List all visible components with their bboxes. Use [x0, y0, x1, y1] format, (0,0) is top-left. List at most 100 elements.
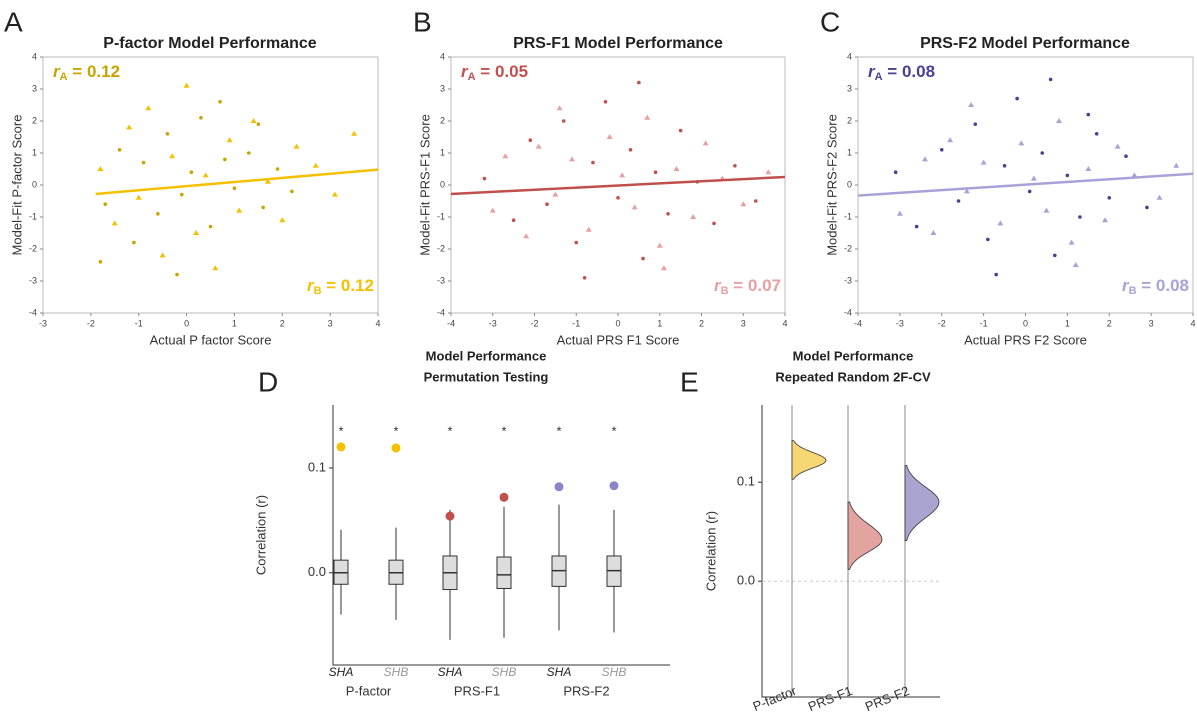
x-tick-label: SHA	[438, 665, 463, 679]
group-label: PRS-F2	[563, 683, 609, 698]
axes	[761, 405, 940, 698]
point	[997, 220, 1004, 226]
annotation: rB = 0.12	[307, 276, 374, 296]
annotation-var: r	[461, 62, 469, 81]
point	[1145, 205, 1149, 210]
point	[312, 162, 319, 168]
x-tick-label: 0	[615, 318, 620, 328]
point	[331, 191, 338, 197]
point	[246, 151, 251, 155]
point	[212, 265, 219, 271]
x-tick-label: 1	[657, 318, 662, 328]
point	[1048, 77, 1053, 82]
observed-point	[445, 511, 455, 521]
point	[183, 82, 190, 88]
x-tick-label: 3	[328, 318, 333, 328]
point	[1030, 175, 1037, 181]
point	[1094, 132, 1099, 136]
x-tick-label: -2	[938, 318, 946, 328]
point	[351, 130, 358, 136]
point	[914, 224, 919, 229]
point	[236, 207, 243, 213]
y-tick-label: 3	[32, 83, 37, 93]
chart-title: P-factor Model Performance	[103, 35, 316, 52]
annotation-sub: B	[314, 285, 322, 297]
point	[653, 170, 658, 174]
x-tick-label: 4	[375, 318, 380, 328]
point	[603, 100, 608, 104]
x-tick-label: SHB	[602, 665, 627, 679]
panel-letter: A	[4, 6, 23, 37]
point	[103, 202, 108, 206]
point	[1102, 217, 1109, 223]
point	[132, 240, 136, 245]
point	[660, 265, 667, 271]
x-tick-label: 1	[1065, 318, 1070, 328]
x-tick-label: -1	[980, 318, 988, 328]
point	[1086, 112, 1091, 117]
y-tick-label: 0	[32, 179, 37, 189]
observed-point	[609, 481, 619, 491]
y-tick-label: 4	[847, 51, 852, 61]
point	[1114, 143, 1121, 149]
annotation-sub: B	[1129, 285, 1137, 297]
point	[968, 102, 975, 107]
point	[169, 153, 176, 159]
point	[980, 159, 987, 165]
point	[218, 100, 222, 104]
point	[606, 134, 613, 139]
point	[666, 212, 670, 216]
point	[117, 148, 122, 152]
x-tick-label: 2	[1107, 318, 1112, 328]
annotation: rA = 0.08	[868, 62, 935, 82]
point	[156, 212, 160, 216]
y-tick-label: -2	[29, 243, 37, 253]
x-tick-label: -4	[854, 318, 862, 328]
annotation-var: r	[1122, 276, 1130, 295]
group-label: P-factor	[346, 683, 392, 698]
point	[628, 148, 633, 152]
point	[1068, 239, 1075, 245]
annotation-var: r	[868, 62, 876, 81]
point	[135, 194, 142, 200]
point	[141, 160, 146, 165]
observed-point	[336, 442, 346, 452]
point	[223, 157, 227, 162]
annotation-text: = 0.08	[883, 62, 935, 81]
x-tick-label: -2	[530, 318, 538, 328]
point	[556, 105, 563, 111]
annotation-text: = 0.07	[729, 276, 781, 295]
chart-title: Permutation Testing	[424, 369, 549, 384]
x-tick-label: 4	[1190, 318, 1195, 328]
point	[1072, 262, 1079, 267]
point	[986, 237, 990, 242]
point	[97, 166, 104, 171]
x-tick-label: PRS-F1	[806, 683, 854, 713]
point	[673, 166, 680, 171]
y-tick-label: 3	[847, 83, 852, 93]
y-axis-label: Model-Fit PRS-F1 Score	[417, 114, 432, 256]
x-tick-label: 2	[699, 318, 704, 328]
annotation-sub: A	[60, 71, 68, 83]
observed-point	[554, 482, 564, 492]
x-axis-label: Actual PRS F2 Score	[964, 332, 1087, 347]
x-tick-label: PRS-F2	[863, 683, 911, 713]
point	[293, 143, 300, 149]
x-tick-label: SHB	[384, 665, 409, 679]
point	[482, 176, 487, 181]
x-tick-label: SHA	[547, 665, 572, 679]
point	[1040, 151, 1045, 155]
y-tick-label: -4	[437, 307, 445, 317]
y-axis-label: Correlation (r)	[253, 495, 268, 575]
x-tick-label: -1	[135, 318, 143, 328]
y-tick-label: -4	[29, 307, 37, 317]
annotation-sub: A	[875, 71, 883, 83]
point	[250, 118, 257, 123]
significance: *	[447, 423, 452, 438]
point	[939, 148, 944, 152]
point	[591, 160, 595, 165]
point	[264, 178, 271, 184]
y-tick-label: 2	[847, 115, 852, 125]
point	[275, 167, 280, 171]
